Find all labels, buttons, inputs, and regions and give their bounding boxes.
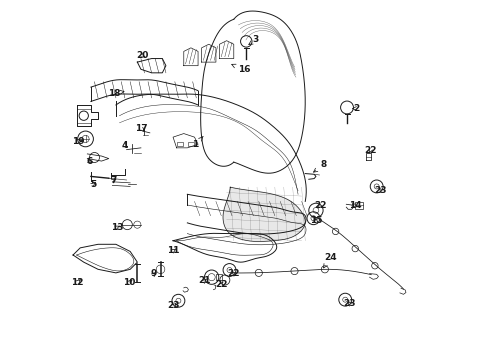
Bar xyxy=(188,142,193,146)
Text: 21: 21 xyxy=(198,276,210,285)
Bar xyxy=(216,274,221,280)
Text: 5: 5 xyxy=(90,180,96,189)
Text: 11: 11 xyxy=(167,246,180,255)
Text: 22: 22 xyxy=(363,146,376,155)
Text: 8: 8 xyxy=(313,160,326,172)
Text: 1: 1 xyxy=(192,136,203,149)
Text: 6: 6 xyxy=(86,157,93,166)
Text: 22: 22 xyxy=(313,201,326,210)
Text: 7: 7 xyxy=(110,176,116,185)
Text: 19: 19 xyxy=(72,137,84,146)
Text: 10: 10 xyxy=(123,278,135,287)
Polygon shape xyxy=(223,187,305,242)
Bar xyxy=(177,142,183,146)
Text: 22: 22 xyxy=(215,280,227,289)
Text: 15: 15 xyxy=(309,216,322,225)
Polygon shape xyxy=(73,244,137,273)
Text: 3: 3 xyxy=(248,36,259,45)
Text: 18: 18 xyxy=(108,89,124,98)
Text: 23: 23 xyxy=(167,301,180,310)
Text: 12: 12 xyxy=(71,278,83,287)
Text: 22: 22 xyxy=(227,269,240,278)
Text: 20: 20 xyxy=(136,51,148,60)
Text: 13: 13 xyxy=(110,222,123,231)
Text: 16: 16 xyxy=(231,64,249,75)
Text: 4: 4 xyxy=(122,141,128,150)
Bar xyxy=(354,202,363,208)
Text: 9: 9 xyxy=(151,269,157,278)
Text: 17: 17 xyxy=(135,125,148,134)
Text: 24: 24 xyxy=(323,253,336,268)
Text: 23: 23 xyxy=(374,185,386,194)
Text: 23: 23 xyxy=(343,300,355,309)
Text: 14: 14 xyxy=(348,201,361,210)
Text: 2: 2 xyxy=(352,104,359,113)
